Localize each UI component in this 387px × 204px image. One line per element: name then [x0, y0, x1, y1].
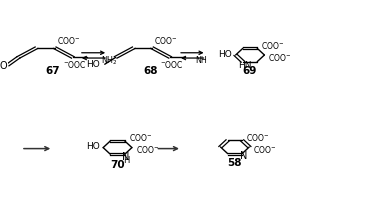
Text: N: N — [122, 152, 130, 162]
Text: $^{-}$OOC: $^{-}$OOC — [160, 59, 183, 70]
Text: COO$^{-}$: COO$^{-}$ — [246, 132, 269, 143]
Text: COO$^{-}$: COO$^{-}$ — [57, 34, 80, 45]
Text: COO$^{-}$: COO$^{-}$ — [154, 34, 177, 45]
Text: 70: 70 — [110, 160, 125, 170]
Text: HO: HO — [86, 142, 100, 151]
Text: HN: HN — [238, 61, 252, 70]
Text: $^{-}$OOC: $^{-}$OOC — [63, 59, 86, 70]
Text: O: O — [0, 61, 7, 71]
Text: COO$^{-}$: COO$^{-}$ — [261, 40, 284, 51]
Text: 68: 68 — [143, 66, 158, 76]
Text: 69: 69 — [243, 66, 257, 76]
Text: 58: 58 — [228, 158, 242, 168]
Text: COO$^{-}$: COO$^{-}$ — [268, 52, 291, 62]
Text: H: H — [123, 156, 129, 165]
Text: HO: HO — [218, 51, 232, 60]
Text: NH: NH — [195, 56, 207, 65]
Text: NH$_2$: NH$_2$ — [101, 54, 118, 67]
Text: COO$^{-}$: COO$^{-}$ — [253, 143, 276, 154]
Text: HO: HO — [86, 60, 100, 69]
Text: N: N — [240, 151, 247, 161]
Text: 67: 67 — [46, 66, 60, 76]
Text: COO$^{-}$: COO$^{-}$ — [128, 132, 152, 143]
Text: COO$^{-}$: COO$^{-}$ — [136, 144, 159, 155]
